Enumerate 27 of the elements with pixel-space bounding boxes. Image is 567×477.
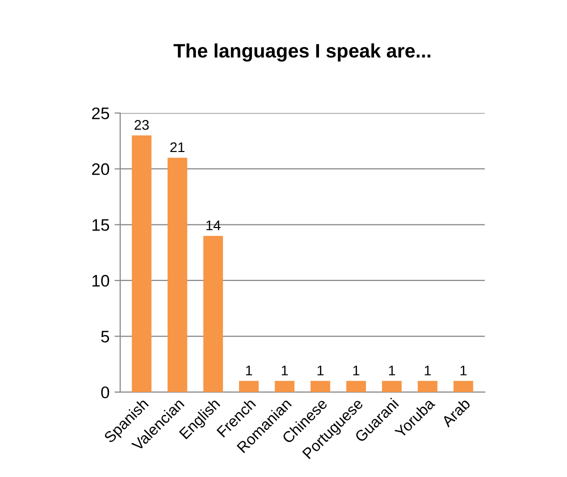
data-label: 1 — [282, 366, 288, 376]
bar — [382, 380, 402, 392]
data-label: 1 — [353, 366, 360, 376]
bar — [239, 380, 259, 392]
data-label: 1 — [424, 366, 431, 376]
data-label: 21 — [170, 142, 184, 152]
y-tick-label: 25 — [92, 107, 110, 120]
data-label: 1 — [460, 366, 467, 376]
bar — [310, 380, 330, 392]
y-tick-label: 0 — [101, 386, 110, 398]
y-tick-label: 15 — [92, 219, 110, 231]
data-label: 14 — [206, 220, 220, 230]
data-label: 1 — [318, 366, 324, 376]
bar — [454, 380, 474, 392]
data-label: 23 — [134, 120, 149, 130]
data-label: 1 — [389, 366, 396, 376]
chart-title: The languages I speak are... — [174, 43, 430, 62]
bar — [203, 236, 223, 392]
y-tick-label: 20 — [92, 163, 110, 176]
y-tick-label: 10 — [92, 274, 110, 287]
bar — [346, 380, 366, 392]
data-label: 1 — [246, 366, 252, 376]
y-tick-label: 5 — [101, 330, 110, 342]
bar — [168, 158, 188, 392]
bar — [274, 380, 294, 392]
bar — [132, 135, 152, 392]
bar — [418, 380, 438, 392]
